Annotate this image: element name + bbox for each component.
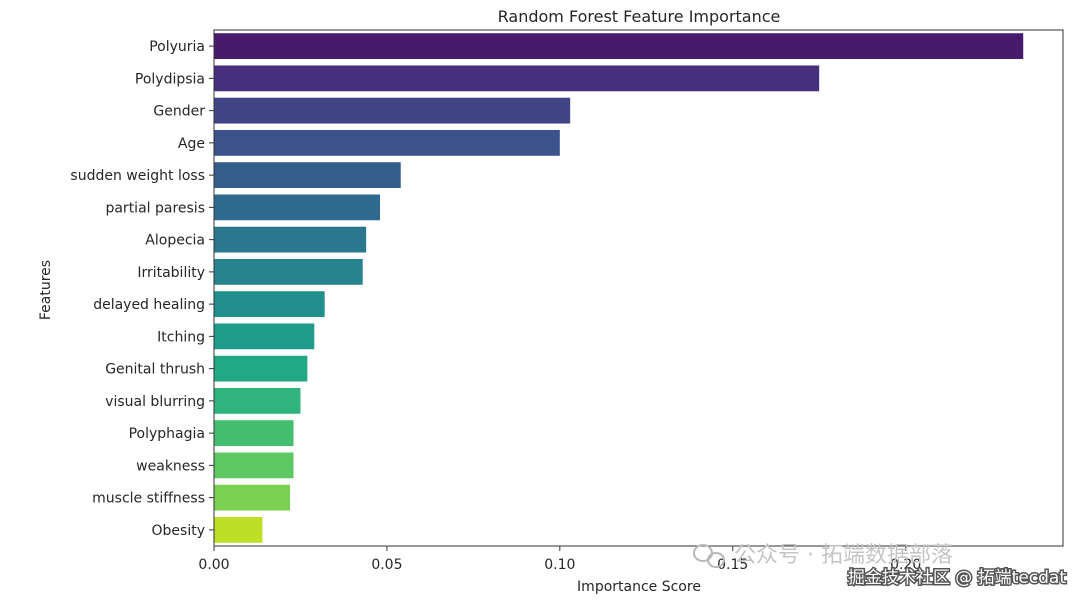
x-tick-label: 0.00: [198, 557, 229, 573]
bar-irritability: [214, 258, 363, 285]
bar-obesity: [214, 516, 263, 543]
plot-frame: [213, 29, 1064, 547]
watermark: 公众号 · 拓端数据部落 掘金技术社区 @ 拓端tecdat: [693, 543, 1068, 590]
y-tick-label: Polyuria: [149, 39, 205, 55]
bar-genital-thrush: [214, 355, 308, 382]
y-tick-label: Obesity: [152, 523, 205, 539]
y-tick-label: visual blurring: [105, 394, 205, 410]
y-tick-label: muscle stiffness: [92, 491, 205, 507]
bar-polydipsia: [214, 65, 820, 92]
bar-polyuria: [214, 33, 1024, 60]
bar-age: [214, 129, 560, 156]
bars-layer: [214, 33, 1024, 543]
y-tick-label: weakness: [136, 458, 205, 474]
y-tick-label: delayed healing: [93, 297, 205, 313]
y-tick-label: partial paresis: [105, 200, 205, 216]
wechat-icon: [693, 544, 725, 568]
x-axis-label: Importance Score: [577, 579, 701, 595]
x-tick-label: 0.15: [717, 557, 748, 573]
y-tick-label: Alopecia: [145, 233, 205, 249]
x-tick-layer: 0.00 0.05 0.10 0.15 0.20: [198, 546, 921, 573]
y-tick-label: Polyphagia: [129, 426, 205, 442]
y-tick-label: sudden weight loss: [70, 168, 205, 184]
bar-partial-paresis: [214, 194, 380, 221]
chart-title: Random Forest Feature Importance: [498, 7, 781, 26]
bar-delayed-healing: [214, 291, 325, 318]
bar-visual-blurring: [214, 387, 301, 414]
bar-weakness: [214, 452, 294, 479]
bar-gender: [214, 97, 571, 124]
y-tick-label: Itching: [157, 329, 205, 345]
x-tick-label: 0.05: [371, 557, 402, 573]
bar-muscle-stiffness: [214, 484, 291, 511]
y-tick-label: Gender: [153, 104, 205, 120]
bar-polyphagia: [214, 420, 294, 447]
watermark-line-2: 掘金技术社区 @ 拓端tecdat: [848, 568, 1066, 588]
y-tick-label: Age: [178, 136, 205, 152]
x-tick-label: 0.20: [890, 557, 921, 573]
watermark-line-1: 公众号 · 拓端数据部落: [734, 543, 953, 568]
y-tick-layer: Polyuria Polydipsia Gender Age sudden weight…: [70, 39, 214, 539]
y-tick-label: Irritability: [137, 265, 205, 281]
y-tick-label: Genital thrush: [105, 362, 205, 378]
bar-sudden-weight-loss: [214, 162, 401, 189]
bar-itching: [214, 323, 315, 350]
y-tick-label: Polydipsia: [135, 71, 205, 87]
y-axis-label: Features: [38, 260, 54, 320]
x-tick-label: 0.10: [544, 557, 575, 573]
bar-alopecia: [214, 226, 367, 253]
